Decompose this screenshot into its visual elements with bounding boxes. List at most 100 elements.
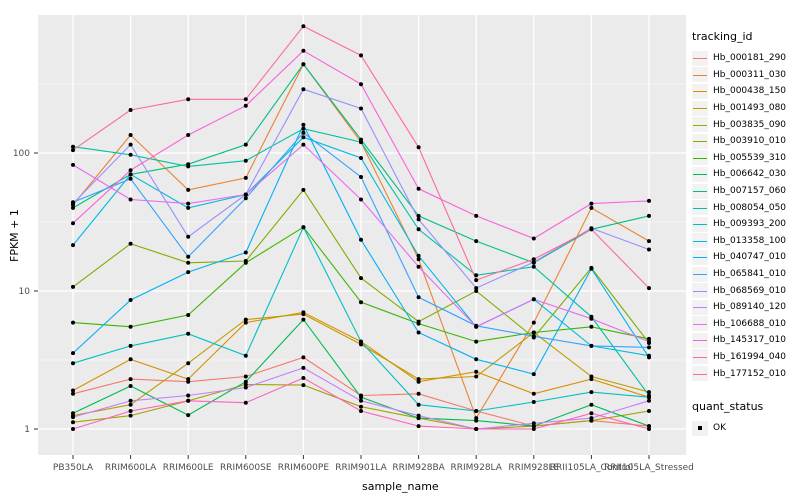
legend-item-Hb_007157_060: Hb_007157_060 — [692, 183, 798, 200]
legend-key-swatch — [692, 420, 708, 436]
legend-item-label: Hb_145317_010 — [713, 335, 787, 346]
data-point — [589, 324, 594, 329]
legend-item-Hb_068569_010: Hb_068569_010 — [692, 282, 798, 299]
legend-item-Hb_089140_120: Hb_089140_120 — [692, 299, 798, 316]
legend-item-Hb_161994_040: Hb_161994_040 — [692, 349, 798, 366]
legend-key-line — [693, 240, 707, 242]
legend-key-swatch — [692, 100, 708, 116]
legend-title: tracking_id — [692, 30, 753, 43]
data-point — [243, 250, 248, 255]
data-point — [128, 108, 133, 112]
data-point — [301, 376, 306, 380]
legend-key-line — [693, 58, 707, 60]
legend-item-Hb_005539_310: Hb_005539_310 — [692, 150, 798, 167]
legend-item-Hb_106688_010: Hb_106688_010 — [692, 316, 798, 333]
legend-key-line — [693, 91, 707, 93]
legend-key-swatch — [692, 283, 708, 299]
legend-key-swatch — [692, 249, 708, 265]
legend-item-Hb_177152_010: Hb_177152_010 — [692, 365, 798, 382]
data-point — [474, 239, 479, 244]
data-point — [474, 213, 479, 218]
x-tick-label: RRIM928LE — [508, 463, 559, 473]
data-point — [474, 324, 479, 329]
legend-item-label: Hb_089140_120 — [713, 302, 787, 313]
data-point — [474, 427, 479, 431]
data-point — [71, 205, 75, 210]
data-point — [301, 62, 306, 67]
data-point — [474, 286, 479, 291]
data-point — [128, 197, 133, 202]
legend-key-line — [693, 74, 707, 76]
legend-item-label: Hb_009393_200 — [713, 219, 787, 230]
legend-item-label: Hb_161994_040 — [713, 351, 787, 362]
data-point — [647, 247, 651, 252]
legend-item-Hb_000181_290: Hb_000181_290 — [692, 50, 798, 67]
legend-key-swatch — [692, 50, 708, 66]
data-point — [128, 343, 133, 348]
legend-key-swatch — [692, 67, 708, 83]
legend-item-quant-OK: OK — [692, 420, 798, 437]
data-point — [243, 317, 248, 322]
data-point — [531, 372, 536, 377]
data-point — [589, 316, 594, 321]
data-point — [301, 87, 306, 92]
data-point — [243, 400, 248, 405]
data-point — [647, 339, 651, 344]
data-point — [359, 404, 363, 409]
data-point — [128, 133, 133, 137]
legend-key-swatch — [692, 316, 708, 332]
data-point — [359, 409, 363, 413]
data-point — [416, 257, 421, 262]
data-point — [531, 427, 536, 431]
legend-key-swatch — [692, 133, 708, 149]
data-point — [186, 133, 191, 137]
data-point — [647, 198, 651, 203]
legend-key-swatch — [692, 233, 708, 249]
data-point — [531, 297, 536, 302]
legend-tracking-id: tracking_id Hb_000181_290 Hb_000311_030 Hb… — [692, 30, 798, 382]
data-point — [474, 278, 479, 283]
legend-key-line — [693, 207, 707, 209]
legend-item-Hb_013358_100: Hb_013358_100 — [692, 233, 798, 250]
legend-key-line — [693, 224, 707, 226]
legend-key-line — [693, 157, 707, 159]
data-point — [301, 225, 306, 230]
data-point — [647, 390, 651, 395]
data-point — [186, 164, 191, 169]
legend-key-line — [693, 290, 707, 292]
legend-key-swatch — [692, 166, 708, 182]
data-point — [301, 24, 306, 29]
data-point — [531, 260, 536, 265]
data-point — [359, 140, 363, 145]
legend-item-label: Hb_003910_010 — [713, 136, 787, 147]
data-point — [416, 377, 421, 382]
legend-key-swatch — [692, 299, 708, 315]
data-point — [71, 411, 75, 416]
data-point — [474, 374, 479, 379]
data-point — [647, 398, 651, 403]
data-point — [359, 300, 363, 305]
data-point — [243, 385, 248, 390]
x-tick-label: RRIM600LE — [163, 463, 214, 473]
data-point — [531, 400, 536, 404]
legend-key-line — [693, 307, 707, 309]
legend-key-swatch — [692, 150, 708, 166]
x-axis-title: sample_name — [362, 480, 439, 493]
data-point — [359, 395, 363, 400]
data-point — [359, 53, 363, 58]
y-tick-label: 1 — [24, 425, 30, 435]
legend-item-label: Hb_068569_010 — [713, 285, 787, 296]
x-tick-label: RRIM600PE — [278, 463, 330, 473]
x-tick-label: RRII105LA_Control — [550, 463, 633, 473]
data-point — [589, 402, 594, 407]
legend-key-line — [693, 141, 707, 143]
data-point — [186, 254, 191, 259]
data-point — [474, 369, 479, 374]
legend-key-line — [693, 191, 707, 193]
legend-item-label: Hb_065841_010 — [713, 269, 787, 280]
data-point — [359, 82, 363, 87]
data-point — [71, 148, 75, 153]
data-point — [359, 175, 363, 179]
legend-key-swatch — [692, 366, 708, 382]
